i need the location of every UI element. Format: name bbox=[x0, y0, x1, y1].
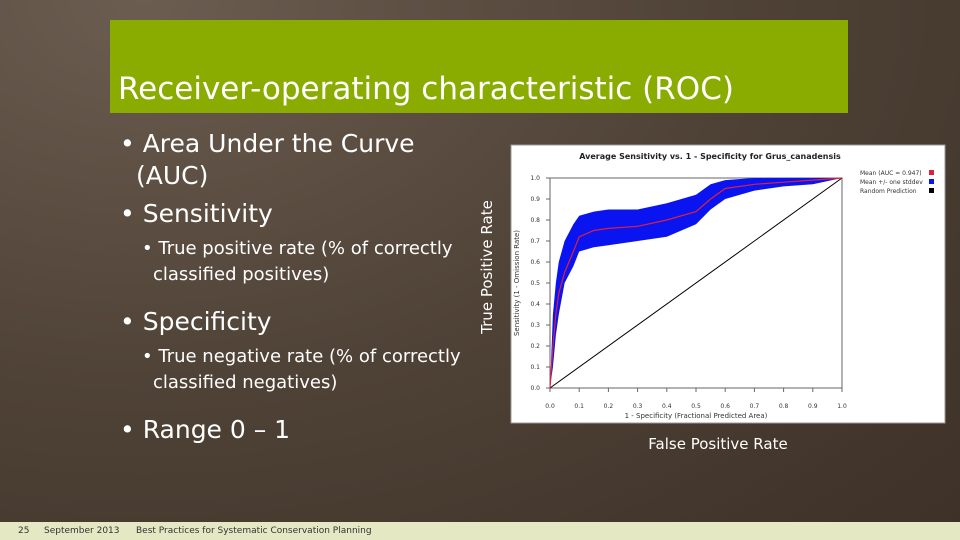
legend-swatch bbox=[929, 179, 934, 184]
random-line bbox=[549, 177, 843, 389]
slide-title: Receiver-operating characteristic (ROC) bbox=[118, 71, 734, 107]
x-axis-label: 1 - Specificity (Fractional Predicted Ar… bbox=[625, 412, 768, 420]
legend-swatch bbox=[929, 188, 934, 193]
x-tick-label: 0.7 bbox=[750, 403, 760, 410]
x-caption: False Positive Rate bbox=[648, 435, 788, 453]
stddev-band bbox=[550, 178, 842, 388]
y-axis-label: Sensitivity (1 - Omission Rate) bbox=[513, 230, 521, 336]
bullet: True positive rate (% of correctly class… bbox=[120, 236, 465, 288]
chart-title: Average Sensitivity vs. 1 - Specificity … bbox=[579, 152, 841, 161]
bullet-list: Area Under the Curve (AUC) Sensitivity Tru… bbox=[120, 128, 465, 452]
bullet: True negative rate (% of correctly class… bbox=[120, 344, 465, 396]
x-tick-label: 0.2 bbox=[604, 403, 614, 410]
y-tick-label: 1.0 bbox=[530, 175, 540, 182]
legend-label: Random Prediction bbox=[860, 188, 917, 195]
footer-text: Best Practices for Systematic Conservati… bbox=[136, 526, 372, 536]
x-tick-label: 0.5 bbox=[691, 403, 701, 410]
x-tick-label: 0.9 bbox=[808, 403, 818, 410]
title-bar: Receiver-operating characteristic (ROC) bbox=[110, 20, 848, 113]
legend-label: Mean +/- one stddev bbox=[860, 179, 923, 186]
footer-date: September 2013 bbox=[44, 526, 120, 536]
x-tick-label: 1.0 bbox=[837, 403, 847, 410]
bullet: Specificity bbox=[120, 306, 465, 338]
y-tick-label: 0.0 bbox=[530, 385, 540, 392]
y-tick-label: 0.6 bbox=[530, 259, 540, 266]
legend-label: Mean (AUC = 0.947) bbox=[860, 170, 922, 177]
y-tick-label: 0.3 bbox=[530, 322, 540, 329]
x-tick-label: 0.1 bbox=[574, 403, 584, 410]
y-tick-label: 0.7 bbox=[530, 238, 540, 245]
bullet: Range 0 – 1 bbox=[120, 414, 465, 446]
x-tick-label: 0.4 bbox=[662, 403, 672, 410]
y-caption: True Positive Rate bbox=[478, 200, 496, 334]
footer: 25 September 2013 Best Practices for Sys… bbox=[0, 522, 960, 540]
bullet: Area Under the Curve (AUC) bbox=[120, 128, 465, 192]
x-tick-label: 0.3 bbox=[633, 403, 643, 410]
bullet: Sensitivity bbox=[120, 198, 465, 230]
x-tick-label: 0.0 bbox=[545, 403, 555, 410]
mean-line bbox=[549, 177, 843, 389]
x-tick-label: 0.8 bbox=[779, 403, 789, 410]
y-tick-label: 0.9 bbox=[530, 196, 540, 203]
chart-frame bbox=[510, 144, 946, 424]
x-tick-label: 0.6 bbox=[720, 403, 730, 410]
page-number: 25 bbox=[18, 526, 30, 536]
y-tick-label: 0.4 bbox=[530, 301, 540, 308]
y-tick-label: 0.1 bbox=[530, 364, 540, 371]
y-tick-label: 0.5 bbox=[530, 280, 540, 287]
plot-area bbox=[549, 177, 843, 389]
y-tick-label: 0.8 bbox=[530, 217, 540, 224]
legend-swatch bbox=[929, 170, 934, 175]
y-tick-label: 0.2 bbox=[530, 343, 540, 350]
